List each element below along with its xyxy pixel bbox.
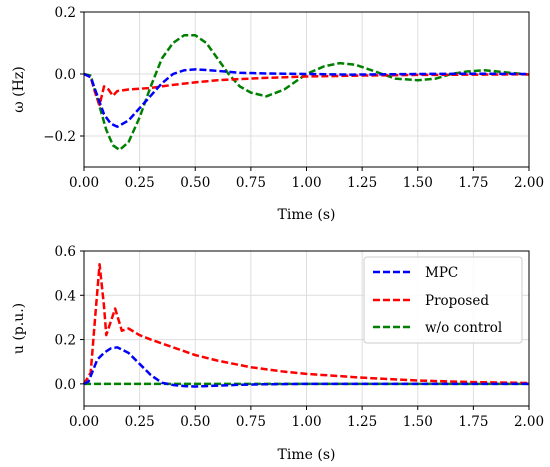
x-tick-label: 2.00 [514, 175, 544, 191]
x-axis-label-u: Time (s) [278, 447, 336, 463]
x-tick-label: 0.00 [69, 414, 99, 430]
x-tick-label: 1.25 [347, 414, 377, 430]
y-tick-label: 0.4 [55, 288, 76, 304]
grid-omega [83, 11, 530, 167]
y-tick-label: 0.2 [55, 333, 76, 349]
x-tick-label: 0.75 [236, 414, 266, 430]
x-tick-label: 1.75 [458, 175, 488, 191]
series-line-proposed [82, 263, 530, 385]
y-ticks-omega: −0.2 0.0 0.2 [43, 5, 84, 145]
legend: MPC Proposed w/o control [363, 256, 523, 344]
y-tick-label: −0.2 [43, 129, 76, 145]
y-ticks-u: 0.0 0.2 0.4 0.6 [55, 244, 84, 393]
x-tick-label: 1.75 [458, 414, 488, 430]
x-tick-label: 1.00 [291, 175, 321, 191]
chart-omega: 0.00 0.25 0.50 0.75 1.00 1.25 1.50 1.75 2.00 −0.… [11, 5, 544, 223]
x-tick-label: 1.25 [347, 175, 377, 191]
series-u [82, 263, 530, 388]
legend-label-mpc: MPC [425, 265, 458, 281]
x-tick-label: 0.25 [125, 414, 155, 430]
series-omega [83, 34, 530, 152]
x-tick-label: 1.50 [403, 414, 433, 430]
x-axis-label-omega: Time (s) [278, 207, 336, 223]
x-tick-label: 0.00 [69, 175, 99, 191]
x-tick-label: 1.50 [403, 175, 433, 191]
x-tick-label: 1.00 [291, 414, 321, 430]
series-line-w-o-control [83, 34, 530, 152]
series-line-mpc [83, 68, 530, 128]
x-tick-label: 2.00 [514, 414, 544, 430]
legend-label-wo-control: w/o control [425, 320, 502, 336]
y-tick-label: 0.2 [55, 5, 76, 21]
x-tick-label: 0.75 [236, 175, 266, 191]
x-tick-label: 0.50 [180, 414, 210, 430]
legend-label-proposed: Proposed [425, 293, 489, 309]
x-tick-label: 0.50 [180, 175, 210, 191]
x-ticks-u: 0.00 0.25 0.50 0.75 1.00 1.25 1.50 1.75 2.00 [69, 406, 544, 430]
legend-box [363, 256, 523, 344]
y-tick-label: 0.6 [55, 244, 76, 260]
y-tick-label: 0.0 [55, 377, 76, 393]
y-axis-label-omega: ω (Hz) [11, 66, 27, 112]
x-ticks-omega: 0.00 0.25 0.50 0.75 1.00 1.25 1.50 1.75 2.00 [69, 167, 544, 191]
y-axis-label-u: u (p.u.) [11, 303, 27, 354]
chart-u: 0.00 0.25 0.50 0.75 1.00 1.25 1.50 1.75 2.00 0.0… [11, 244, 544, 463]
y-tick-label: 0.0 [55, 67, 76, 83]
x-tick-label: 0.25 [125, 175, 155, 191]
series-line-mpc [83, 346, 529, 388]
